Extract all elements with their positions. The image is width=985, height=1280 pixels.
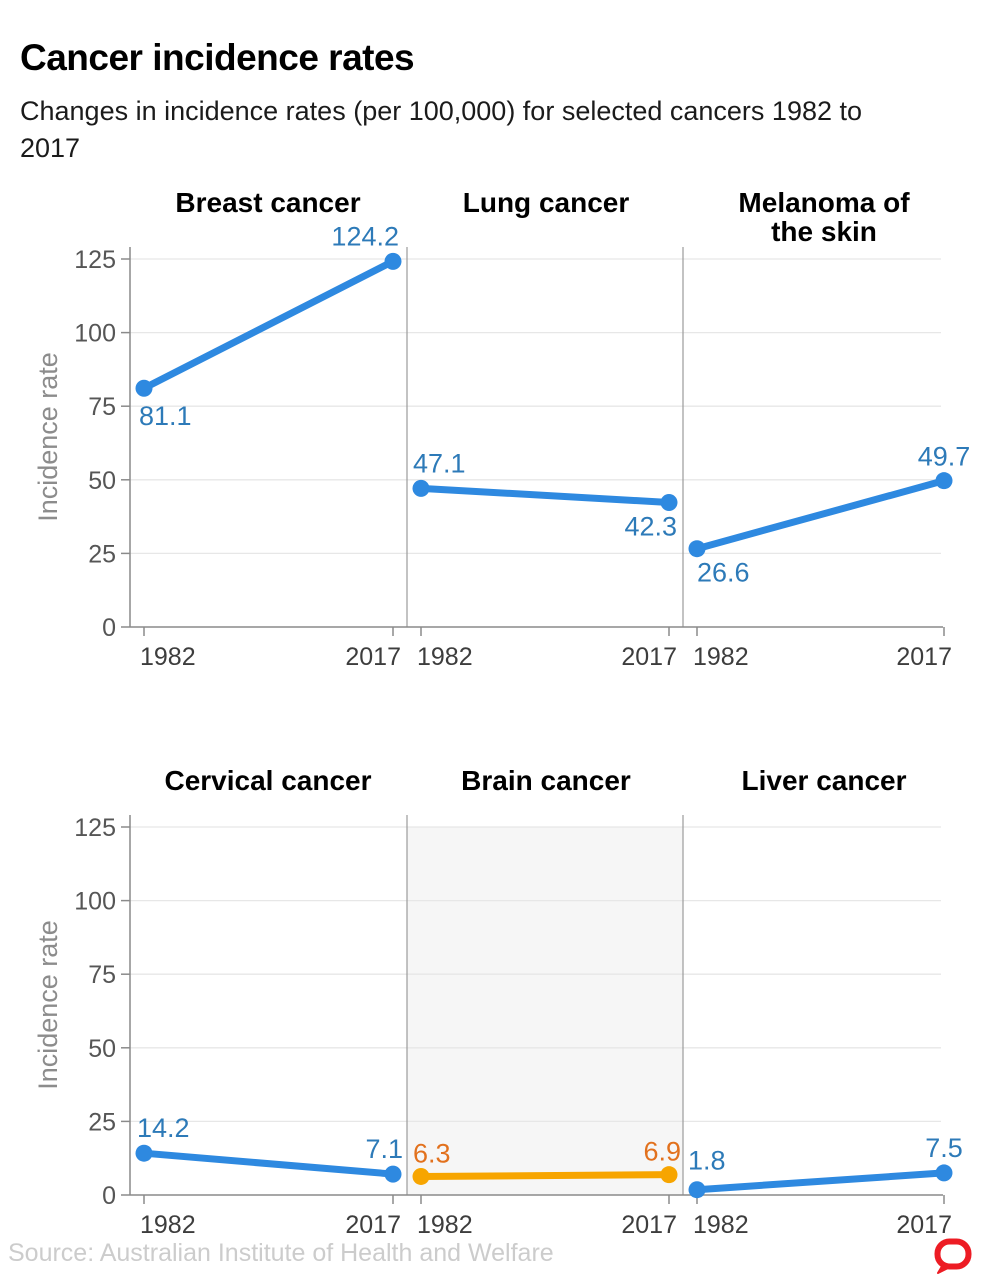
x-tick-label: 1982 xyxy=(140,643,196,671)
logo-tail xyxy=(937,1262,953,1274)
trend-line xyxy=(417,1171,673,1180)
x-tick-label: 2017 xyxy=(896,1211,952,1239)
y-tick-label: 50 xyxy=(88,1035,116,1063)
y-axis-title: Incidence rate xyxy=(33,352,63,522)
data-point xyxy=(135,1144,153,1162)
x-tick-label: 1982 xyxy=(693,643,749,671)
data-point xyxy=(935,1164,953,1182)
data-point-label: 1.8 xyxy=(688,1146,726,1176)
y-tick-label: 25 xyxy=(88,1108,116,1136)
trend-line xyxy=(693,477,948,553)
data-point xyxy=(384,1165,402,1183)
data-point-label: 26.6 xyxy=(697,558,750,588)
x-tick-label: 2017 xyxy=(621,643,677,671)
chart-row-2: 0 25 50 75 100 125 1982 2017 1982 2017 1982 2017 14.… xyxy=(33,765,963,1239)
x-tick-label: 1982 xyxy=(140,1211,196,1239)
panel-title: the skin xyxy=(771,216,877,247)
y-tick-label: 100 xyxy=(74,320,116,348)
x-tick-label: 1982 xyxy=(417,1211,473,1239)
highlight-band xyxy=(407,827,683,1195)
logo-bubble xyxy=(934,1238,972,1270)
trend-line xyxy=(140,257,397,392)
data-point-label: 124.2 xyxy=(331,221,399,251)
x-tick-label: 2017 xyxy=(621,1211,677,1239)
source-note: Source: Australian Institute of Health a… xyxy=(8,1239,554,1267)
data-point xyxy=(384,252,402,270)
data-point-label: 42.3 xyxy=(624,511,677,541)
data-point-label: 7.5 xyxy=(925,1133,963,1163)
x-tick-label: 2017 xyxy=(345,1211,401,1239)
panel-title: Brain cancer xyxy=(461,765,631,796)
data-point-label: 7.1 xyxy=(365,1134,403,1164)
y-tick-label: 125 xyxy=(74,246,116,274)
data-point-label: 81.1 xyxy=(139,401,192,431)
x-tick-label: 1982 xyxy=(693,1211,749,1239)
panel-title: Cervical cancer xyxy=(164,765,371,796)
page-title: Cancer incidence rates xyxy=(20,36,415,78)
panel-title: Breast cancer xyxy=(175,187,360,218)
data-point-label: 47.1 xyxy=(413,448,466,478)
data-point xyxy=(412,479,430,497)
data-point xyxy=(660,493,678,511)
data-point-label: 6.9 xyxy=(643,1137,681,1167)
panel-title: Liver cancer xyxy=(742,765,907,796)
y-tick-label: 125 xyxy=(74,814,116,842)
data-point xyxy=(688,1181,706,1199)
panel-title: Lung cancer xyxy=(463,187,630,218)
data-point-label: 14.2 xyxy=(137,1113,190,1143)
data-point xyxy=(412,1167,430,1185)
data-point xyxy=(135,379,153,397)
y-tick-label: 75 xyxy=(88,961,116,989)
data-point xyxy=(688,540,706,558)
y-tick-label: 75 xyxy=(88,393,116,421)
data-point-label: 49.7 xyxy=(918,442,971,472)
chart-row-1: 0 25 50 75 100 125 1982 2017 1982 2017 1982 2017 81.… xyxy=(33,187,970,671)
page-subtitle: Changes in incidence rates (per 100,000)… xyxy=(20,96,863,163)
y-tick-label: 100 xyxy=(74,888,116,916)
x-tick-label: 2017 xyxy=(345,643,401,671)
panel-title: Melanoma of xyxy=(738,187,910,218)
x-tick-label: 1982 xyxy=(417,643,473,671)
y-axis-title: Incidence rate xyxy=(33,920,63,1090)
x-tick-label: 2017 xyxy=(896,643,952,671)
trend-line xyxy=(417,484,673,506)
y-tick-label: 0 xyxy=(102,614,116,642)
y-tick-label: 25 xyxy=(88,540,116,568)
data-point xyxy=(660,1166,678,1184)
data-point xyxy=(935,472,953,490)
data-point-label: 6.3 xyxy=(413,1138,451,1168)
y-tick-label: 0 xyxy=(102,1182,116,1210)
trend-line xyxy=(140,1149,397,1178)
y-tick-label: 50 xyxy=(88,467,116,495)
trend-line xyxy=(693,1169,948,1194)
the-conversation-logo xyxy=(934,1238,972,1274)
